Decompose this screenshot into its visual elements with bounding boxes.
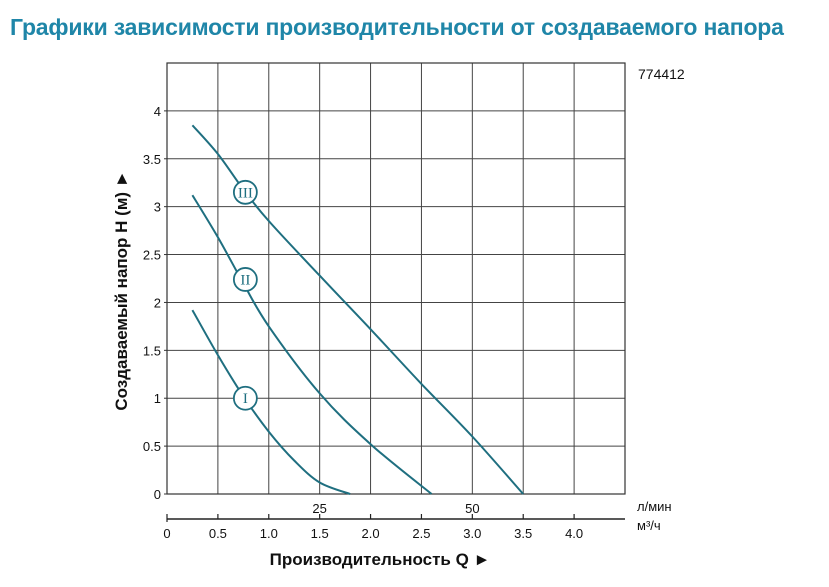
model-number: 774412 (638, 66, 685, 82)
unit-m3-per-h: м³/ч (637, 518, 661, 533)
x-tick-label-m3h: 2.0 (362, 526, 380, 541)
y-tick-label: 4 (154, 104, 161, 119)
curve-label-text: II (240, 272, 250, 288)
x-tick-label-lmin: 25 (312, 501, 326, 516)
series-line-II (191, 194, 433, 495)
axes (166, 514, 625, 522)
y-tick-label: 1.5 (143, 343, 161, 358)
y-tick-label: 0.5 (143, 439, 161, 454)
curve-label-II: II (232, 267, 258, 292)
y-tick-label: 3.5 (143, 152, 161, 167)
curve-label-circle (232, 385, 258, 411)
x-origin-label: 0 (163, 526, 170, 541)
x-tick-label-m3h: 3.5 (514, 526, 532, 541)
curve-label-circle (232, 267, 258, 292)
x-tick-label-m3h: 3.0 (463, 526, 481, 541)
x-tick-labels: 25 50 0 0.5 1.0 1.5 2.0 2.5 3.0 3.5 4.0 (163, 501, 583, 541)
x-tick-label-m3h: 0.5 (209, 526, 227, 541)
curve-label-I: I (232, 385, 258, 411)
y-tick-label: 3 (154, 200, 161, 215)
x-tick-label-m3h: 1.5 (311, 526, 329, 541)
y-tick-labels: 0 0.5 1 1.5 2 2.5 3 3.5 4 (143, 104, 167, 502)
x-tick-label-lmin: 50 (465, 501, 479, 516)
y-tick-label: 1 (154, 391, 161, 406)
series-line-III (191, 124, 524, 495)
curve-label-text: III (238, 185, 253, 201)
x-axis-label: Производительность Q ► (270, 550, 491, 569)
series-line-I (191, 309, 351, 495)
curve-label-III: III (232, 179, 258, 205)
x-tick-label-m3h: 1.0 (260, 526, 278, 541)
y-axis-label: Создаваемый напор H (м) ► (112, 170, 131, 410)
curve-label-text: I (243, 391, 248, 407)
x-tick-label-m3h: 2.5 (412, 526, 430, 541)
x-tick-label-m3h: 4.0 (565, 526, 583, 541)
unit-l-per-min: л/мин (637, 499, 672, 514)
y-tick-label: 2.5 (143, 248, 161, 263)
y-tick-label: 2 (154, 295, 161, 310)
curve-label-circle (232, 179, 258, 205)
grid (167, 63, 625, 494)
y-tick-label: 0 (154, 487, 161, 502)
chart-title: Графики зависимости производительности о… (10, 14, 784, 40)
plot-frame (166, 62, 626, 495)
